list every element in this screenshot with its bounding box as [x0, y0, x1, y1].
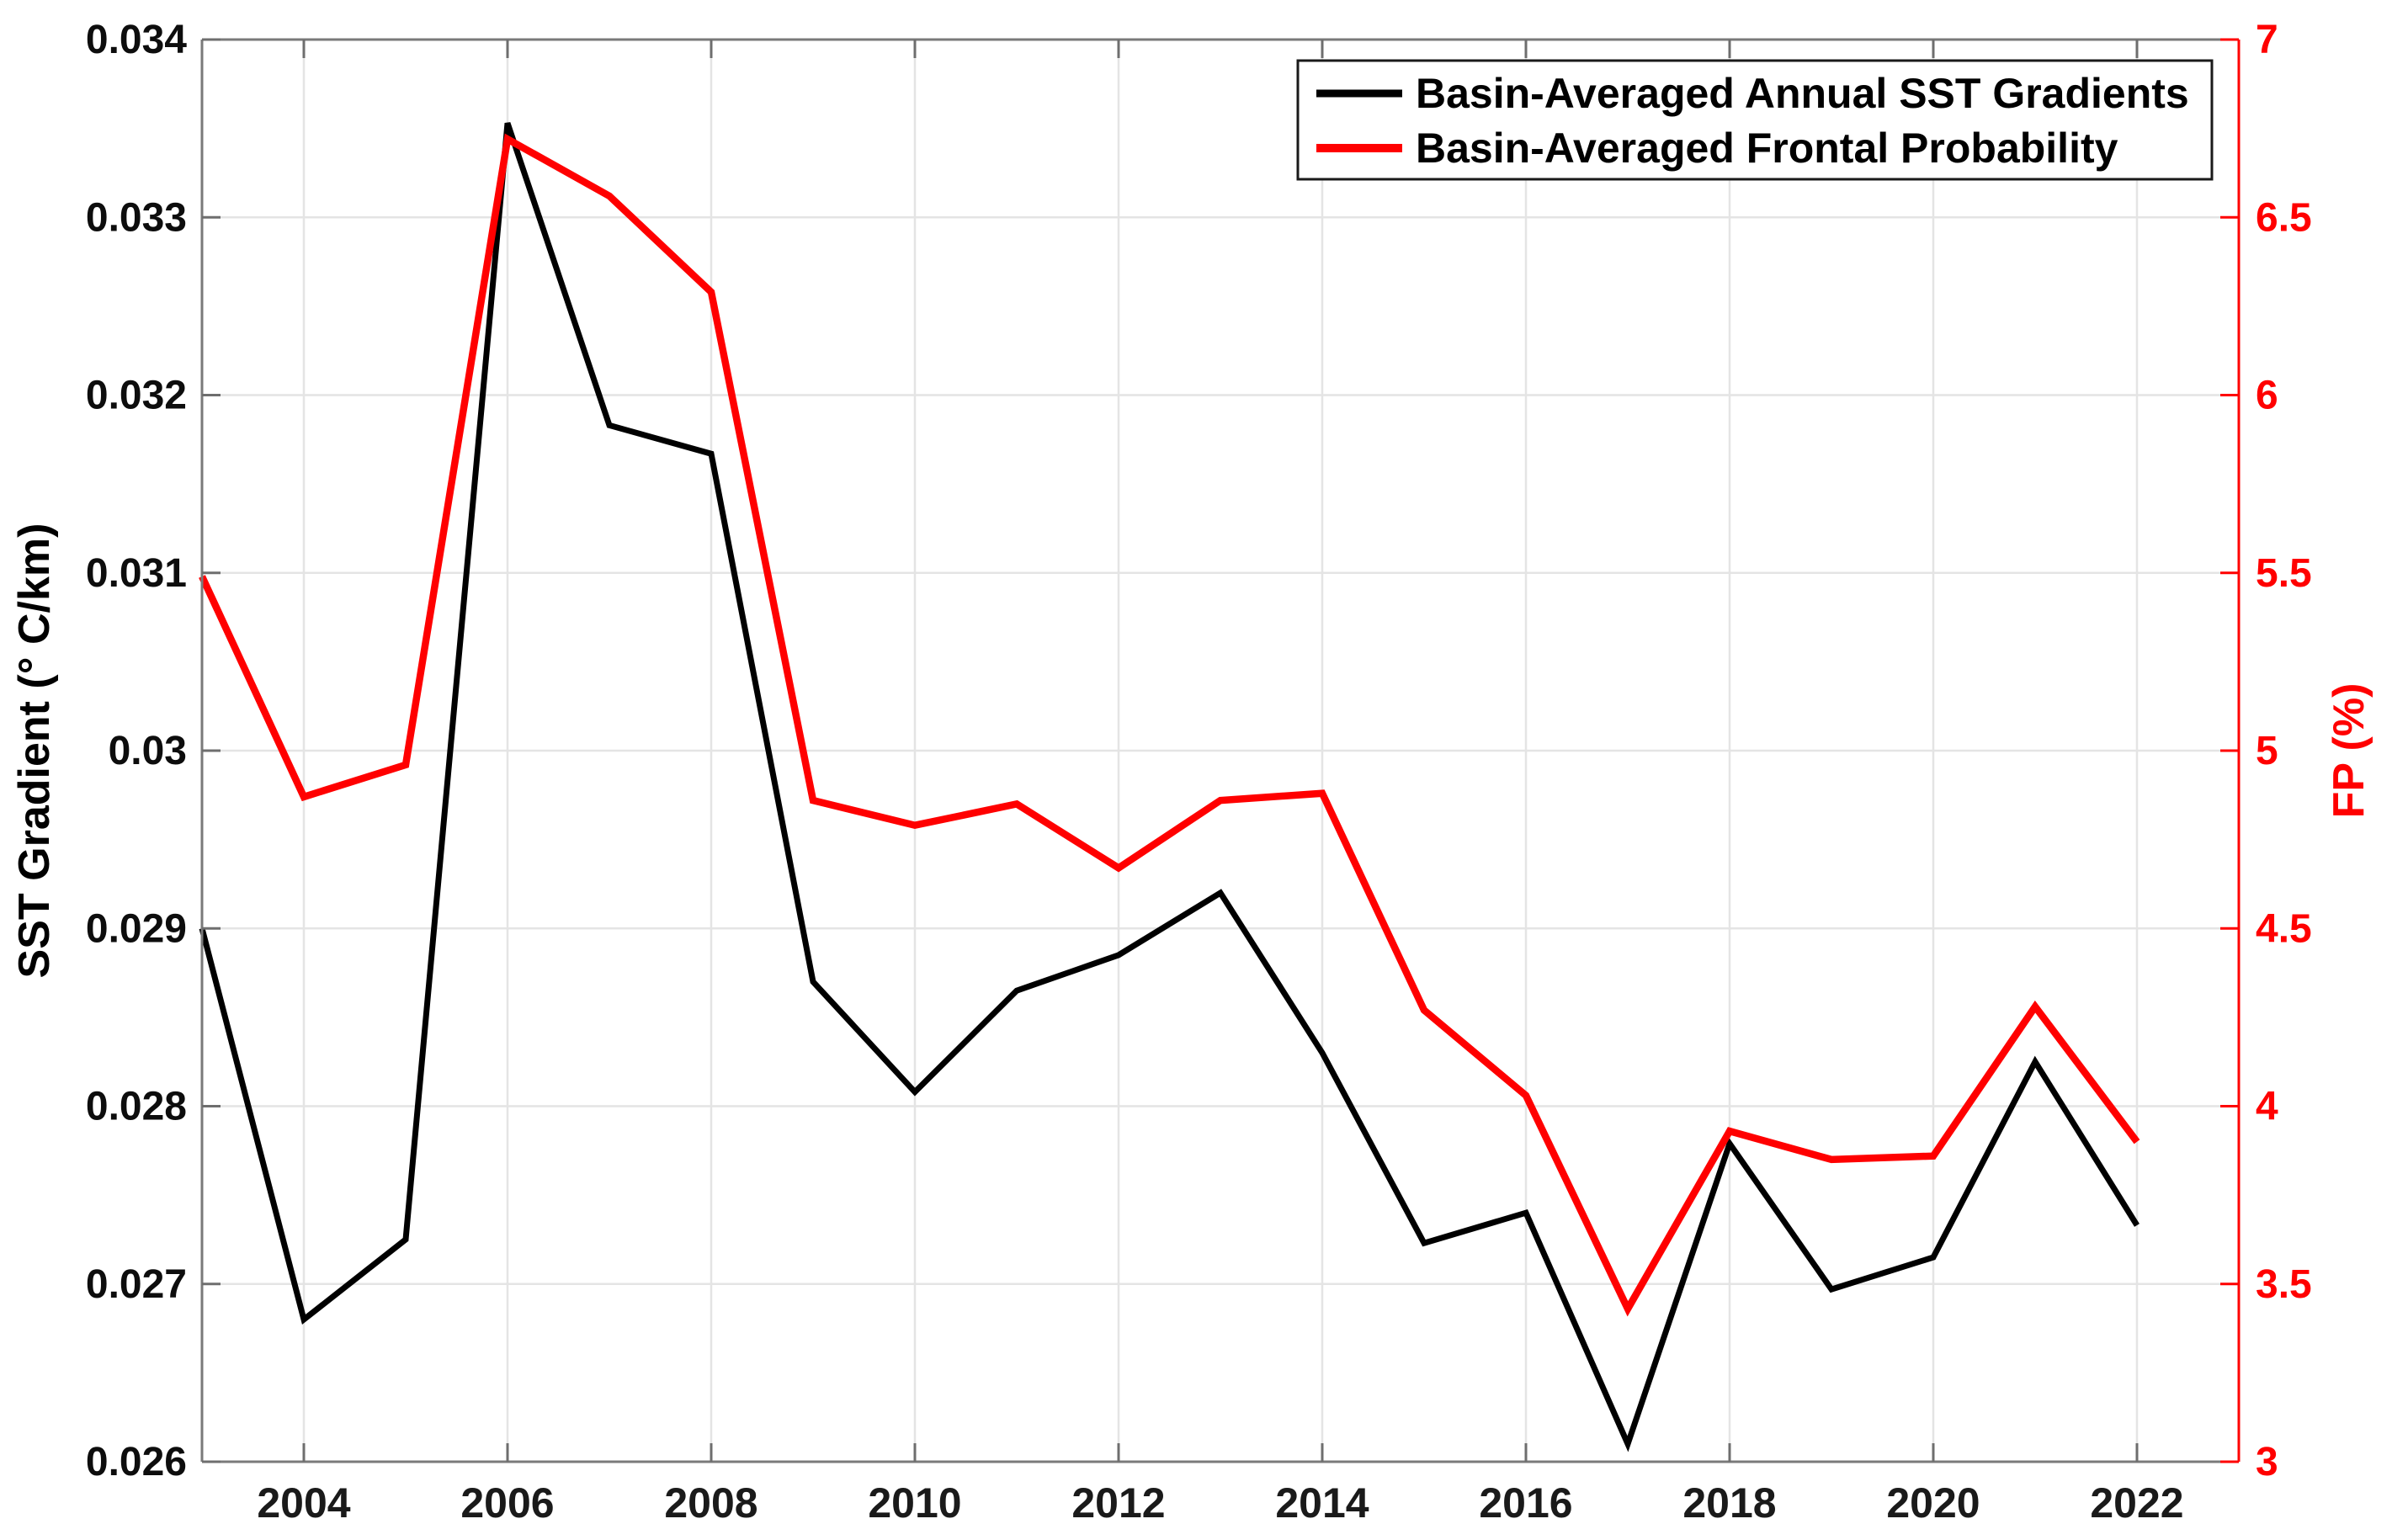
- x-tick-label: 2010: [868, 1479, 961, 1527]
- left-y-tick-label: 0.034: [86, 18, 187, 62]
- legend-label-frontal-probability: Basin-Averaged Frontal Probability: [1416, 125, 2118, 172]
- legend-box: [1296, 59, 2214, 181]
- legend: Basin-Averaged Annual SST Gradients Basi…: [1296, 59, 2214, 181]
- x-tick-label: 2004: [257, 1479, 350, 1527]
- left-axis-title: SST Gradient (° C/km): [10, 523, 59, 979]
- sst-gradient-line: [199, 122, 2140, 1452]
- x-tick-label: 2012: [1071, 1479, 1165, 1527]
- gridlines: [202, 38, 2239, 1463]
- right-y-tick-label: 6: [2256, 374, 2278, 418]
- right-axis-title: FP (%): [2325, 683, 2373, 819]
- left-y-tick-label: 0.026: [86, 1440, 187, 1484]
- right-y-tick-label: 5.5: [2256, 551, 2312, 596]
- left-y-tick-label: 0.032: [86, 374, 187, 418]
- axis-ticks: [202, 38, 2239, 1463]
- x-tick-label: 2006: [460, 1479, 554, 1527]
- x-tick-label: 2020: [1886, 1479, 1980, 1527]
- left-y-tick-label: 0.031: [86, 551, 187, 596]
- left-y-tick-label: 0.028: [86, 1085, 187, 1129]
- right-y-tick-label: 3: [2256, 1440, 2278, 1484]
- left-y-tick-label: 0.027: [86, 1262, 187, 1307]
- left-y-tick-label: 0.03: [109, 729, 187, 773]
- x-tick-label: 2016: [1479, 1479, 1572, 1527]
- x-tick-label: 2018: [1682, 1479, 1776, 1527]
- right-y-tick-label: 6.5: [2256, 195, 2312, 240]
- right-y-tick-label: 5: [2256, 729, 2278, 773]
- left-y-tick-label: 0.029: [86, 906, 187, 951]
- frontal-probability-line: [199, 133, 2140, 1317]
- right-y-tick-label: 3.5: [2256, 1262, 2312, 1307]
- axis-tick-labels: 2004 2006 2008 2010 2012 2014 2016 2018 2020 2022…: [86, 18, 2312, 1527]
- right-y-tick-label: 4: [2256, 1085, 2278, 1129]
- x-tick-label: 2008: [664, 1479, 757, 1527]
- x-tick-label: 2022: [2090, 1479, 2183, 1527]
- legend-label-sst-gradients: Basin-Averaged Annual SST Gradients: [1416, 70, 2189, 117]
- x-tick-label: 2014: [1275, 1479, 1369, 1527]
- right-y-tick-label: 4.5: [2256, 906, 2312, 951]
- right-y-tick-label: 7: [2256, 18, 2278, 62]
- data-series: [199, 122, 2140, 1452]
- left-y-tick-label: 0.033: [86, 195, 187, 240]
